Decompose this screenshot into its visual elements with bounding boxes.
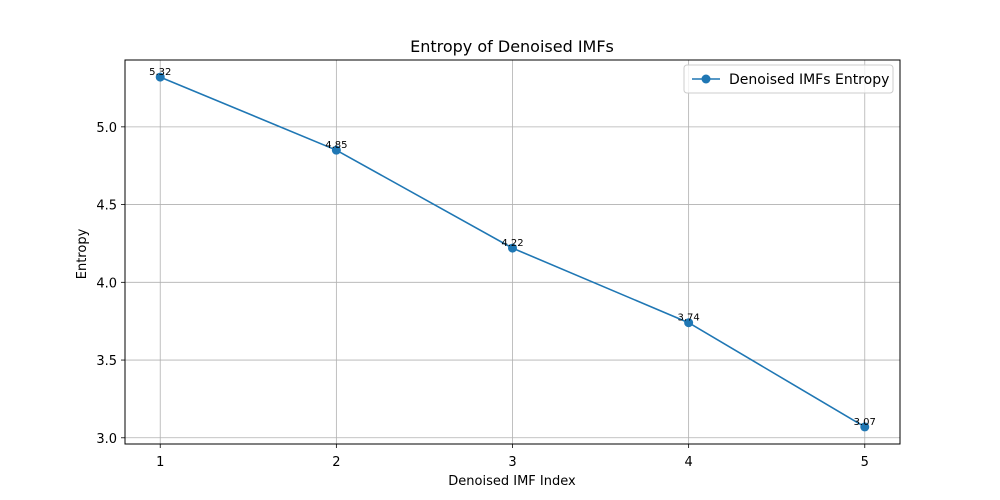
data-label: 4.85: [325, 140, 347, 151]
y-axis-label: Entropy: [75, 228, 90, 279]
legend: Denoised IMFs Entropy: [683, 64, 894, 94]
data-point: [331, 145, 341, 155]
data-point: [508, 243, 517, 253]
data-point: [684, 318, 694, 328]
data-point: [860, 422, 870, 432]
data-label: 3.74: [678, 313, 700, 324]
plot-frame: [124, 59, 901, 445]
x-axis-ticks: 1 2 3 4 5: [156, 444, 869, 470]
y-tick-label: 3.5: [96, 354, 117, 369]
x-tick-label: 3: [508, 455, 516, 470]
y-tick-label: 4.5: [96, 199, 117, 214]
legend-entry-denoised-imfs-entropy: Denoised IMFs Entropy: [729, 72, 889, 88]
y-tick-label: 4.0: [96, 276, 117, 291]
legend-box: [683, 64, 894, 94]
x-axis-label: Denoised IMF Index: [448, 474, 576, 489]
data-label: 4.22: [501, 238, 523, 249]
data-label: 5.32: [149, 67, 171, 78]
data-point: [155, 72, 165, 82]
x-tick-label: 5: [861, 455, 869, 470]
grid-lines: [125, 60, 900, 444]
y-tick-label: 3.0: [96, 432, 117, 447]
x-tick-label: 4: [684, 455, 692, 470]
y-tick-label: 5.0: [96, 121, 117, 136]
legend-marker-swatch: [701, 74, 711, 84]
series-layer: 5.32 4.85 4.22 3.74 3.07: [149, 67, 876, 432]
y-axis-ticks: 3.0 3.5 4.0 4.5 5.0: [96, 121, 125, 447]
data-label: 3.07: [854, 417, 876, 428]
chart-title: Entropy of Denoised IMFs: [410, 37, 614, 56]
x-tick-label: 2: [332, 455, 340, 470]
x-tick-label: 1: [156, 455, 164, 470]
